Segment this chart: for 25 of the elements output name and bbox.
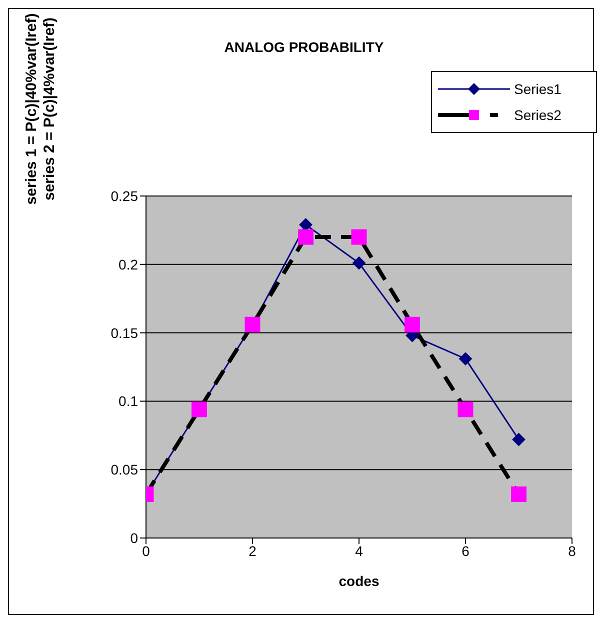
point (511, 486, 526, 502)
point (404, 316, 420, 332)
point (458, 402, 474, 418)
x-axis-title: codes (338, 573, 380, 589)
point (298, 229, 314, 245)
y-tick-label: 0.1 (118, 393, 138, 410)
point (459, 352, 472, 366)
text: Series2 (514, 107, 562, 123)
y-tick-label: 0.25 (110, 188, 138, 204)
y-tick-label: 0.15 (110, 324, 138, 341)
x-tick-label: 2 (248, 542, 257, 559)
x-tick-label: 0 (142, 542, 150, 559)
point (351, 229, 367, 245)
point (352, 256, 366, 270)
x-tick-label: 6 (462, 542, 470, 559)
y-tick-label: 0 (130, 530, 138, 546)
y-axis-title: series 1 = P(c)|40%var(Iref) series 2 = P(c)|4%var(Iref) (23, 13, 59, 205)
point (512, 433, 526, 446)
text: Series1 (514, 81, 562, 97)
point (299, 218, 312, 232)
x-tick-label: 4 (355, 542, 364, 559)
x-tick-label: 8 (568, 542, 576, 559)
chart-title: ANALOG PROBABILITY (223, 39, 385, 55)
y-tick-label: 0.05 (110, 462, 138, 478)
y-tick-label: 0.2 (118, 256, 138, 272)
